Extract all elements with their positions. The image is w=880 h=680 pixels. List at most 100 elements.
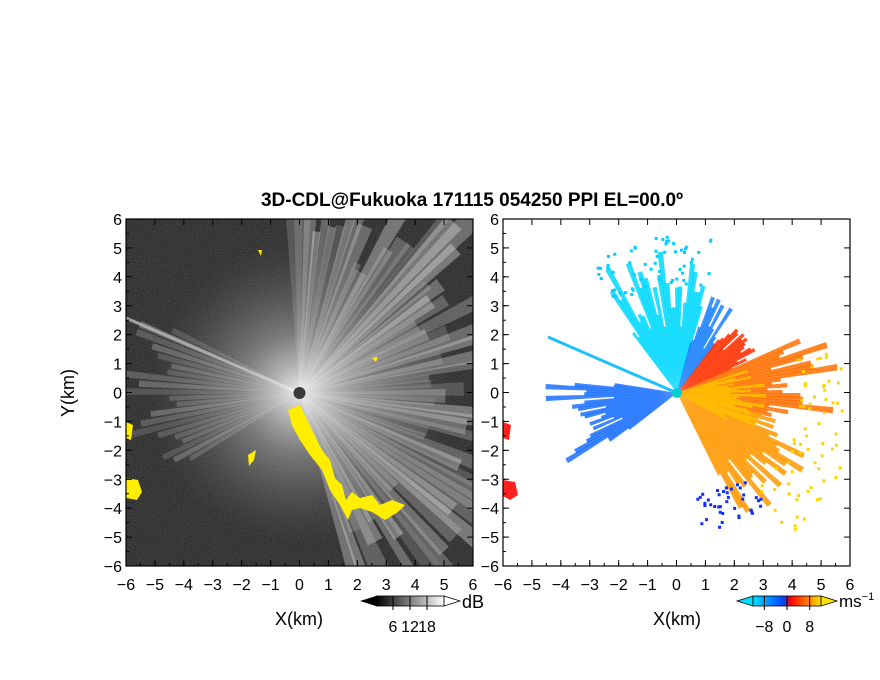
- velocity-ray: [619, 298, 677, 393]
- colorbar-tick-label: 12: [401, 619, 419, 636]
- y-tick-label: 3: [490, 299, 499, 316]
- colorbar-tick-label: 8: [805, 619, 814, 636]
- velocity-pixel: [821, 442, 825, 446]
- velocity-pixel: [773, 488, 777, 492]
- velocity-colorbar: −8 0 8 ms−1: [735, 591, 874, 636]
- x-tick-label: −6: [117, 577, 135, 594]
- velocity-pixel: [834, 475, 838, 479]
- velocity-pixel: [678, 267, 682, 271]
- x-tick-label: −6: [494, 577, 512, 594]
- x-tick-label: −5: [523, 577, 541, 594]
- velocity-pixel: [790, 470, 794, 474]
- y-tick-label: −3: [104, 472, 122, 489]
- velocity-ray: [677, 393, 722, 476]
- velocity-ray: [663, 326, 677, 393]
- snr-high-echo: [372, 357, 378, 362]
- velocity-pixel: [597, 272, 601, 276]
- velocity-ray: [656, 314, 677, 393]
- y-tick-label: −2: [481, 443, 499, 460]
- velocity-pixel: [720, 521, 724, 525]
- y-tick-label: −4: [104, 501, 122, 518]
- velocity-pixel: [738, 486, 742, 490]
- velocity-pixel: [816, 357, 820, 361]
- velocity-ray: [545, 393, 677, 402]
- velocity-pixel: [827, 379, 831, 383]
- velocity-pixel: [725, 491, 729, 495]
- velocity-pixel: [813, 461, 817, 465]
- velocity-pixel: [713, 505, 717, 509]
- velocity-ray: [657, 251, 677, 393]
- velocity-radar-site: [672, 388, 682, 398]
- velocity-pixel: [793, 527, 797, 531]
- x-tick-label: 0: [672, 577, 681, 594]
- y-tick-label: 0: [490, 386, 499, 403]
- velocity-pixel: [805, 434, 809, 438]
- velocity-pixel: [803, 384, 807, 388]
- velocity-ray: [677, 358, 747, 393]
- snr-colorbar-ticks: 6 12 18: [389, 596, 436, 636]
- velocity-pixel: [624, 291, 628, 295]
- velocity-pixel: [618, 291, 622, 295]
- velocity-pixel: [798, 451, 802, 455]
- velocity-pixel: [706, 498, 710, 502]
- velocity-pixel: [793, 524, 797, 528]
- velocity-pixel: [657, 277, 661, 281]
- velocity-panel: −6 −5 −4 −3 −2 −1 0 1 2 3 4 5 6 6 5 4 3 2 1 0 −1 −2 −3 −4 −5 −6 X…: [481, 212, 874, 636]
- velocity-pixel: [709, 503, 713, 507]
- velocity-ray: [652, 286, 677, 393]
- velocity-pixel: [831, 401, 835, 405]
- snr-radar-site: [293, 387, 306, 399]
- velocity-pixel: [630, 292, 634, 296]
- velocity-ray: [637, 271, 677, 393]
- y-tick-label: 5: [490, 241, 499, 258]
- velocity-ray: [677, 345, 745, 393]
- velocity-pixel: [834, 443, 838, 447]
- y-tick-label: 5: [113, 241, 122, 258]
- velocity-pixel: [658, 269, 662, 273]
- velocity-ray: [656, 274, 677, 393]
- velocity-pixel: [743, 481, 747, 485]
- velocity-pixel: [733, 506, 737, 510]
- velocity-ray: [649, 327, 677, 393]
- velocity-pixel: [628, 261, 632, 265]
- velocity-ray: [677, 393, 780, 454]
- velocity-pixel: [806, 489, 810, 493]
- velocity-ray: [677, 393, 783, 488]
- velocity-ray: [677, 342, 746, 393]
- velocity-pixel: [598, 266, 602, 270]
- velocity-pixel: [822, 479, 826, 483]
- velocity-pixel: [824, 397, 828, 401]
- velocity-ray: [584, 393, 677, 405]
- velocity-pixel: [742, 493, 746, 497]
- velocity-ray: [677, 385, 729, 393]
- velocity-axes: −6 −5 −4 −3 −2 −1 0 1 2 3 4 5 6 6 5 4 3 2 1 0 −1 −2 −3 −4 −5 −6: [481, 212, 855, 594]
- velocity-pixel: [611, 270, 615, 274]
- x-tick-label: 0: [295, 577, 304, 594]
- x-tick-label: −1: [261, 577, 279, 594]
- velocity-ray: [677, 389, 751, 393]
- velocity-pixel: [792, 438, 796, 442]
- velocity-pixel: [681, 271, 685, 275]
- x-tick-label: 6: [469, 577, 478, 594]
- velocity-pixel: [708, 239, 712, 243]
- velocity-ray: [677, 393, 754, 480]
- velocity-ray: [677, 393, 751, 514]
- velocity-ray: [677, 393, 744, 509]
- y-tick-label: 0: [113, 386, 122, 403]
- velocity-pixel: [673, 250, 677, 254]
- velocity-pixel: [799, 442, 803, 446]
- velocity-xlabel: X(km): [653, 609, 701, 629]
- y-tick-label: −1: [481, 414, 499, 431]
- velocity-pixel: [675, 277, 679, 281]
- velocity-pixel: [611, 294, 615, 298]
- velocity-pixel: [817, 421, 821, 425]
- velocity-ray: [677, 349, 785, 393]
- velocity-pixel: [801, 370, 805, 374]
- velocity-pixel: [682, 278, 686, 282]
- velocity-ray: [585, 393, 677, 444]
- x-tick-label: −3: [204, 577, 222, 594]
- velocity-ray: [584, 393, 677, 419]
- velocity-pixel: [760, 484, 764, 488]
- velocity-ray: [677, 393, 805, 473]
